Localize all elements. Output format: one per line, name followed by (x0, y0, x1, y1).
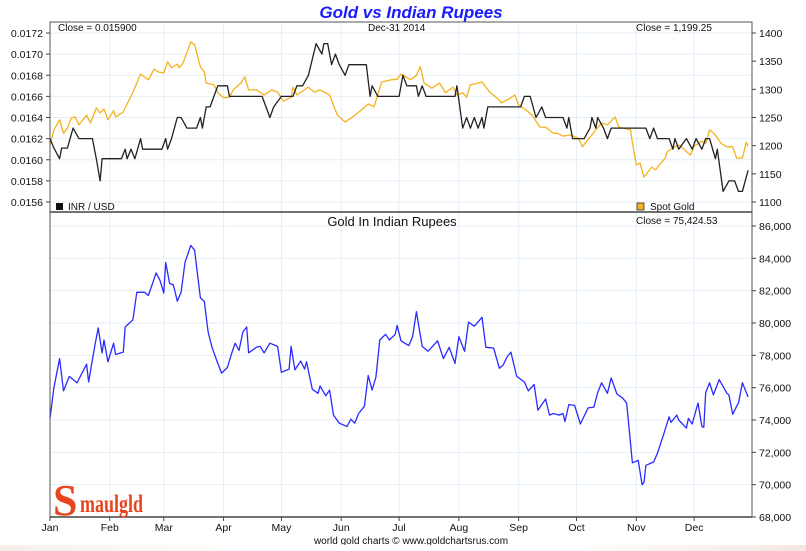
x-tick-label: Jun (333, 522, 350, 534)
smaulgld-logo: S maulgld (53, 476, 143, 525)
inr-legend-swatch (56, 203, 63, 210)
right-tick-label: 86,000 (759, 221, 791, 233)
left-tick-label: 0.0164 (11, 113, 43, 125)
right-tick-label: 1250 (759, 113, 783, 125)
left-tick-label: 0.0170 (11, 49, 43, 61)
footer-credit: world gold charts © www.goldchartsrus.co… (313, 536, 508, 547)
right-tick-label: 72,000 (759, 447, 791, 459)
spot-gold-line (49, 41, 749, 178)
right-tick-label: 76,000 (759, 383, 791, 395)
left-tick-label: 0.0160 (11, 155, 43, 167)
right-tick-label: 74,000 (759, 415, 791, 427)
right-tick-label: 1350 (759, 56, 783, 68)
right-tick-label: 68,000 (759, 512, 791, 524)
right-tick-label: 84,000 (759, 253, 791, 265)
close-gold-label: Close = 1,199.25 (636, 23, 712, 34)
x-tick-label: Jan (42, 522, 59, 534)
x-tick-label: Oct (568, 522, 584, 534)
left-tick-label: 0.0156 (11, 197, 43, 209)
gold-legend-label: Spot Gold (650, 202, 694, 213)
right-tick-label: 1300 (759, 84, 783, 96)
x-tick-label: Mar (155, 522, 174, 534)
left-tick-label: 0.0166 (11, 91, 43, 103)
chart-title: Gold vs Indian Rupees (319, 3, 502, 22)
inr-legend-label: INR / USD (68, 202, 115, 213)
close-inr-label: Close = 0.015900 (58, 23, 137, 34)
x-tick-label: Aug (450, 522, 469, 534)
close-inr-gold-label: Close = 75,424.53 (636, 216, 718, 227)
right-tick-label: 80,000 (759, 318, 791, 330)
x-tick-label: Nov (627, 522, 646, 534)
x-tick-label: Dec (685, 522, 704, 534)
right-tick-label: 1100 (759, 197, 782, 209)
right-tick-label: 78,000 (759, 350, 791, 362)
bottom-panel-title: Gold In Indian Rupees (327, 214, 457, 229)
x-tick-label: Jul (392, 522, 405, 534)
date-label: Dec-31 2014 (368, 23, 426, 34)
left-tick-label: 0.0162 (11, 134, 43, 146)
axis-ticks: Jan Feb Mar Apr May Jun Jul Aug Sep Oct Nov Dec 0.01… (11, 28, 791, 534)
right-tick-label: 1150 (759, 169, 782, 181)
logo-initial: S (53, 476, 77, 525)
inr-usd-line (49, 42, 749, 193)
left-tick-label: 0.0168 (11, 70, 43, 82)
gold-in-inr-line (49, 244, 749, 486)
x-tick-label: Apr (215, 522, 232, 534)
background-strip (0, 545, 806, 551)
logo-text: maulgld (80, 490, 143, 518)
right-tick-label: 1200 (759, 141, 783, 153)
gold-legend-swatch (636, 202, 645, 211)
right-tick-label: 1400 (759, 28, 783, 40)
left-tick-label: 0.0158 (11, 176, 43, 188)
right-tick-label: 82,000 (759, 286, 791, 298)
left-tick-label: 0.0172 (11, 28, 43, 40)
x-tick-label: Feb (101, 522, 119, 534)
gridlines (49, 22, 752, 518)
series-lines (49, 41, 749, 486)
x-tick-label: Sep (509, 522, 528, 534)
right-tick-label: 70,000 (759, 480, 791, 492)
bottom-panel-frame (49, 211, 753, 518)
x-tick-label: May (272, 522, 293, 534)
